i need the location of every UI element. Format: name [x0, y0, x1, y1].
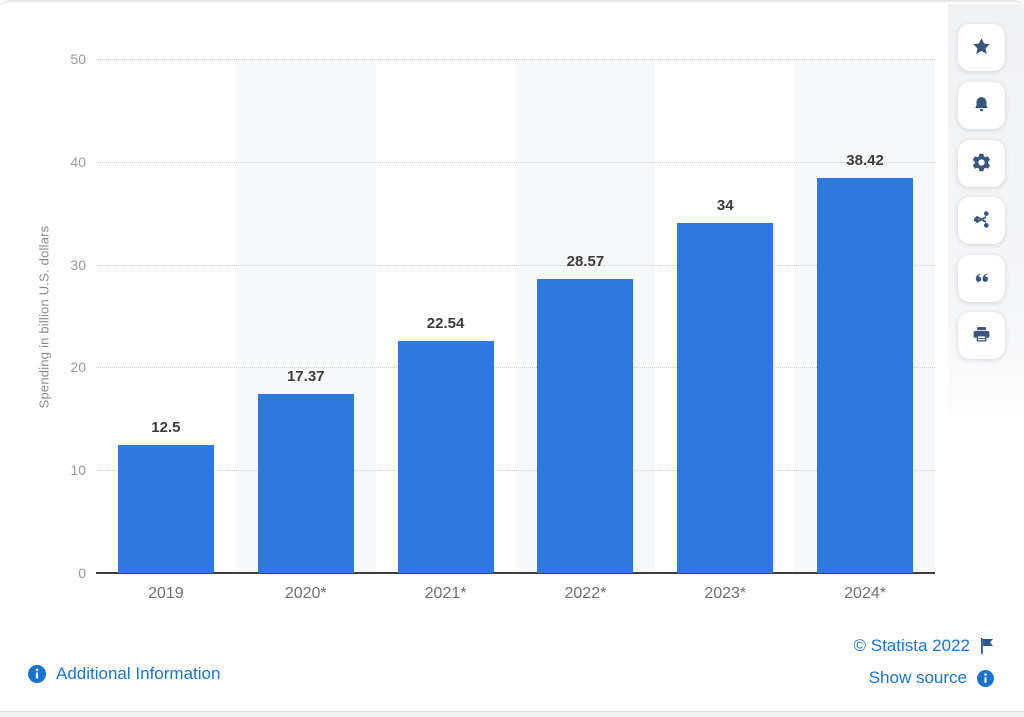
bell-icon [971, 94, 992, 118]
bar[interactable] [397, 341, 494, 573]
quote-icon [971, 267, 992, 291]
flag-icon [980, 638, 994, 654]
show-source-label: Show source [868, 668, 967, 687]
info-icon [28, 665, 46, 683]
action-rail [948, 4, 1024, 434]
y-tick-label: 40 [70, 153, 86, 170]
x-category-label: 2021* [424, 585, 467, 602]
gridline [96, 470, 935, 472]
show-source-link[interactable]: Show source [869, 668, 994, 688]
gridline [96, 59, 935, 60]
bar-value-label: 12.5 [151, 418, 181, 436]
bar-value-label: 17.37 [286, 368, 325, 386]
statista-copyright-link[interactable]: © Statista 2022 [854, 636, 995, 656]
bar-value-label: 34 [716, 197, 734, 215]
x-axis-line [96, 572, 935, 574]
x-category-label: 2019 [148, 585, 184, 602]
info-icon [977, 669, 994, 687]
print-button[interactable] [958, 312, 1005, 359]
print-icon [971, 324, 992, 348]
additional-information-link[interactable]: Additional Information [28, 664, 220, 684]
y-axis-title: Spending in billion U.S. dollars [36, 225, 52, 409]
gridline [96, 264, 935, 266]
y-tick-label: 30 [70, 256, 86, 273]
page-bottom-divider [0, 711, 1024, 717]
y-tick-label: 20 [70, 359, 86, 376]
bar[interactable] [537, 279, 634, 573]
y-tick-label: 0 [78, 565, 86, 581]
gridline [96, 367, 935, 369]
x-category-label: 2020* [284, 585, 327, 602]
alert-button[interactable] [958, 82, 1005, 129]
favorite-button[interactable] [958, 24, 1005, 71]
share-button[interactable] [958, 197, 1005, 244]
settings-button[interactable] [958, 140, 1005, 187]
gridline [96, 161, 935, 163]
additional-information-label: Additional Information [56, 664, 221, 683]
star-icon [971, 36, 992, 60]
cite-button[interactable] [958, 255, 1005, 302]
bar[interactable] [117, 444, 214, 573]
share-icon [971, 209, 992, 233]
bar[interactable] [677, 223, 774, 573]
copyright-label: © Statista 2022 [853, 636, 971, 655]
x-category-label: 2022* [564, 585, 607, 602]
bar[interactable] [817, 178, 914, 573]
bar-value-label: 22.54 [426, 315, 465, 333]
bar-value-label: 28.57 [566, 253, 605, 271]
gear-icon [971, 152, 992, 176]
x-category-label: 2024* [844, 585, 886, 602]
x-category-label: 2023* [704, 585, 747, 602]
bar-value-label: 38.42 [846, 152, 884, 170]
y-tick-label: 10 [70, 462, 86, 479]
y-tick-label: 50 [70, 51, 86, 67]
bar[interactable] [257, 394, 354, 573]
